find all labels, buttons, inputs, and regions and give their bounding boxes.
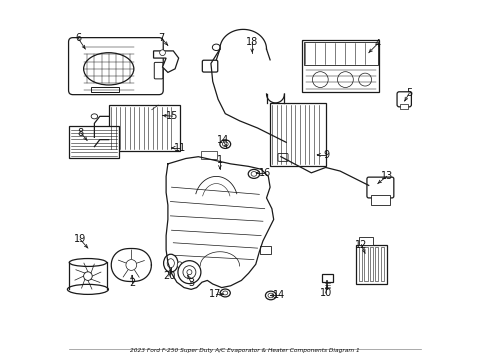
Text: 1: 1 [217,155,223,165]
FancyBboxPatch shape [304,42,378,65]
Text: 14: 14 [273,291,285,301]
FancyBboxPatch shape [322,274,333,282]
Ellipse shape [91,137,98,142]
FancyBboxPatch shape [302,40,379,92]
Ellipse shape [164,254,178,272]
Ellipse shape [248,170,260,179]
FancyBboxPatch shape [370,247,373,281]
FancyBboxPatch shape [367,177,394,198]
Text: 4: 4 [375,39,381,49]
Circle shape [84,272,92,280]
Text: 14: 14 [217,135,229,145]
Text: 20: 20 [163,271,175,281]
Circle shape [359,73,371,86]
FancyBboxPatch shape [356,244,387,284]
FancyBboxPatch shape [359,237,373,245]
Text: 10: 10 [319,288,332,298]
Ellipse shape [167,259,174,268]
Circle shape [126,260,137,270]
Text: 11: 11 [173,143,186,153]
Text: 16: 16 [259,168,271,178]
Text: 8: 8 [78,128,84,138]
Ellipse shape [212,44,220,50]
Ellipse shape [220,140,231,148]
Text: 12: 12 [355,239,368,249]
FancyBboxPatch shape [375,247,378,281]
FancyBboxPatch shape [69,38,163,95]
FancyBboxPatch shape [270,103,326,166]
FancyBboxPatch shape [278,153,288,161]
Ellipse shape [251,172,257,176]
Text: 18: 18 [246,37,258,47]
FancyBboxPatch shape [202,60,218,72]
FancyBboxPatch shape [400,104,408,109]
Text: 19: 19 [74,234,86,244]
FancyBboxPatch shape [260,246,271,254]
Ellipse shape [268,293,274,298]
FancyBboxPatch shape [359,247,362,281]
Text: 15: 15 [167,111,179,121]
FancyBboxPatch shape [371,195,390,205]
Text: 9: 9 [323,150,329,160]
Ellipse shape [68,284,108,294]
Circle shape [160,50,166,55]
FancyBboxPatch shape [365,247,368,281]
Text: 13: 13 [381,171,393,181]
Ellipse shape [220,289,230,297]
Circle shape [178,261,201,284]
Ellipse shape [91,114,98,119]
Ellipse shape [266,291,276,300]
Text: 17: 17 [209,289,222,299]
FancyBboxPatch shape [381,247,384,281]
Ellipse shape [223,291,228,295]
Circle shape [313,72,328,87]
Circle shape [187,270,192,275]
Polygon shape [153,51,179,72]
FancyBboxPatch shape [91,87,120,92]
Ellipse shape [69,285,107,293]
FancyBboxPatch shape [397,92,412,107]
Text: 2023 Ford F-250 Super Duty A/C Evaporator & Heater Components Diagram 1: 2023 Ford F-250 Super Duty A/C Evaporato… [130,348,360,353]
Text: 3: 3 [188,278,194,288]
Text: 5: 5 [406,88,413,98]
FancyBboxPatch shape [69,126,120,158]
Ellipse shape [84,53,134,85]
Circle shape [183,266,196,279]
Text: 7: 7 [159,33,165,43]
Text: 2: 2 [129,278,135,288]
Ellipse shape [177,262,182,268]
FancyBboxPatch shape [147,109,163,121]
Circle shape [338,72,353,87]
FancyBboxPatch shape [109,105,180,151]
Ellipse shape [222,142,228,147]
Text: 6: 6 [75,33,81,43]
FancyBboxPatch shape [154,62,163,79]
FancyBboxPatch shape [201,151,217,159]
Ellipse shape [69,258,107,266]
